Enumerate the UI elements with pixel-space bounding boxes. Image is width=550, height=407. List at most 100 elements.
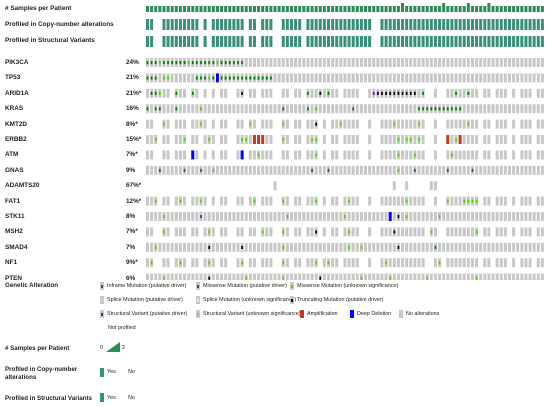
- oncoprint-grid[interactable]: [0, 0, 550, 280]
- gene-label-gnas[interactable]: GNAS: [5, 166, 24, 174]
- cell-no-alteration: [487, 165, 491, 175]
- cna-profiled-cell: [220, 19, 224, 30]
- cell-no-alteration: [294, 212, 298, 221]
- samples-bar: [302, 6, 306, 12]
- cell-no-alteration: [380, 273, 384, 280]
- cell-no-alteration: [224, 88, 228, 98]
- cell-no-alteration: [306, 212, 310, 221]
- cna-profiled-cell: [520, 19, 524, 30]
- cell-no-alteration: [351, 165, 355, 175]
- cell-no-alteration: [228, 242, 232, 252]
- cell-no-alteration: [236, 242, 240, 252]
- cell-no-alteration: [294, 104, 298, 114]
- cell-no-alteration: [487, 258, 491, 268]
- cell-no-alteration: [252, 88, 256, 98]
- cell-mark-missense-unknown: [282, 138, 285, 142]
- gene-label-adamts20[interactable]: ADAMTS20: [5, 182, 40, 190]
- gene-label-msh2[interactable]: MSH2: [5, 228, 23, 236]
- sv-profiled-cell: [285, 36, 289, 47]
- cell-no-alteration: [413, 227, 417, 237]
- gene-label-arid1a[interactable]: ARID1A: [5, 89, 29, 97]
- sv-profiled-cell: [458, 36, 462, 47]
- gene-pct-gnas: 9%: [126, 166, 136, 174]
- cna-profiled-cell: [355, 19, 359, 30]
- cell-no-alteration: [220, 150, 224, 160]
- cell-no-alteration: [507, 73, 511, 83]
- sv-profiled-cell: [252, 36, 256, 47]
- cell-no-alteration: [355, 150, 359, 160]
- legend-swatch-2: [290, 282, 294, 290]
- cell-no-alteration: [273, 73, 277, 83]
- legend-label-4: Splice Mutation (unknown significance): [203, 297, 297, 303]
- cell-no-alteration: [536, 212, 540, 221]
- sv-profiled-cell: [224, 36, 228, 47]
- sv-profiled-cell: [248, 36, 252, 47]
- cell-mark-truncating: [381, 91, 383, 95]
- gene-label-nf1[interactable]: NF1: [5, 259, 18, 267]
- cell-no-alteration: [520, 150, 524, 160]
- cell-no-alteration: [244, 242, 248, 252]
- gene-label-fat1[interactable]: FAT1: [5, 197, 21, 205]
- cell-no-alteration: [495, 165, 499, 175]
- cell-mark-missense-driver: [446, 107, 449, 111]
- gene-label-pten[interactable]: PTEN: [5, 274, 23, 282]
- cell-no-alteration: [339, 165, 343, 175]
- gene-label-erbb2[interactable]: ERBB2: [5, 136, 27, 143]
- cell-no-alteration: [401, 227, 405, 237]
- cell-no-alteration: [285, 73, 289, 83]
- cell-no-alteration: [516, 242, 520, 252]
- cell-no-alteration: [359, 73, 363, 83]
- cell-no-alteration: [294, 227, 298, 237]
- cell-no-alteration: [520, 227, 524, 237]
- samples-bar: [228, 6, 232, 12]
- cell-no-alteration: [475, 242, 479, 252]
- cell-no-alteration: [302, 165, 306, 175]
- cell-no-alteration: [335, 135, 339, 144]
- cell-no-alteration: [429, 242, 433, 252]
- gene-label-kras[interactable]: KRAS: [5, 105, 24, 113]
- cell-mark-missense-driver: [183, 168, 186, 172]
- cell-no-alteration: [240, 165, 244, 175]
- legend-swatch-9: [350, 310, 354, 318]
- cell-no-alteration: [372, 58, 376, 67]
- cell-no-alteration: [466, 165, 470, 175]
- cell-no-alteration: [495, 119, 499, 129]
- cna-profiled-cell: [421, 19, 425, 30]
- cell-mark-missense-unknown: [154, 245, 157, 249]
- cell-no-alteration: [277, 242, 281, 252]
- gene-label-tp53[interactable]: TP53: [5, 74, 21, 82]
- legend-samples-min: 0: [100, 345, 103, 351]
- cell-no-alteration: [528, 196, 532, 206]
- cell-no-alteration: [507, 273, 511, 280]
- cell-no-alteration: [351, 119, 355, 129]
- gene-label-stk11[interactable]: STK11: [5, 213, 25, 220]
- cell-no-alteration: [413, 73, 417, 83]
- cell-no-alteration: [174, 212, 178, 221]
- cell-no-alteration: [466, 273, 470, 280]
- cell-no-alteration: [252, 258, 256, 268]
- cna-profiled-cell: [503, 19, 507, 30]
- cell-no-alteration: [479, 273, 483, 280]
- cell-mark-truncating: [319, 91, 322, 95]
- cell-no-alteration: [331, 242, 335, 252]
- gene-label-smad4[interactable]: SMAD4: [5, 243, 28, 251]
- cell-no-alteration: [421, 273, 425, 280]
- cell-no-alteration: [298, 242, 302, 252]
- cell-no-alteration: [368, 212, 372, 221]
- gene-label-pik3ca[interactable]: PIK3CA: [5, 59, 29, 66]
- cell-no-alteration: [499, 135, 503, 144]
- cell-no-alteration: [520, 196, 524, 206]
- cell-no-alteration: [351, 58, 355, 67]
- cell-no-alteration: [462, 88, 466, 98]
- cell-no-alteration: [232, 273, 236, 280]
- cell-no-alteration: [306, 165, 310, 175]
- gene-label-atm[interactable]: ATM: [5, 151, 19, 159]
- cell-no-alteration: [409, 273, 413, 280]
- cell-no-alteration: [487, 58, 491, 67]
- cna-profiled-cell: [532, 19, 536, 30]
- gene-label-kmt2d[interactable]: KMT2D: [5, 120, 28, 128]
- cell-no-alteration: [166, 119, 170, 129]
- cell-no-alteration: [191, 227, 195, 237]
- cell-no-alteration: [281, 150, 285, 160]
- cell-no-alteration: [512, 212, 516, 221]
